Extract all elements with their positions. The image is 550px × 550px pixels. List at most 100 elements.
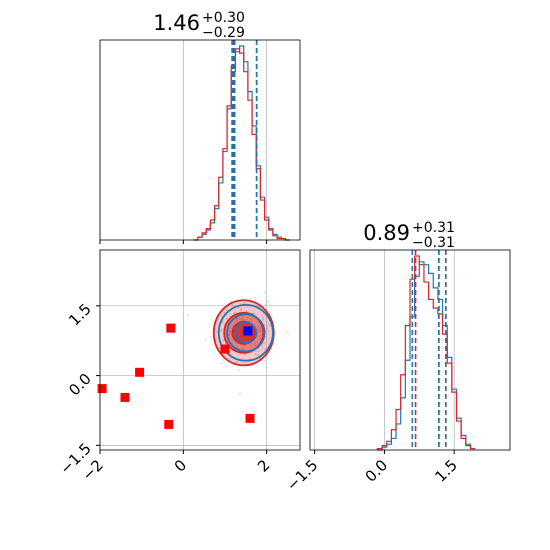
- sample-dot: [261, 344, 264, 347]
- sample-dot: [231, 303, 234, 306]
- sample-dot: [256, 341, 258, 343]
- sample-dot: [243, 344, 245, 347]
- sample-dot: [225, 318, 228, 320]
- scatter-2d-panel: −2 0 2−1.50.01.5: [56, 249, 301, 484]
- sample-dot: [253, 344, 256, 347]
- axes-frame: [309, 249, 511, 451]
- sample-dot: [258, 334, 260, 337]
- sample-dot: [235, 318, 238, 320]
- param2-title: 0.89: [363, 221, 410, 245]
- truth-point: [243, 326, 253, 336]
- sample-dot: [222, 359, 225, 361]
- sample-dot: [257, 354, 260, 356]
- extra-point: [164, 419, 174, 429]
- param1-title: 1.46: [153, 11, 200, 35]
- sample-dot: [241, 348, 244, 350]
- sample-dot: [225, 309, 228, 311]
- sample-dot: [210, 335, 213, 338]
- extra-point: [245, 413, 255, 423]
- sample-dot: [243, 302, 246, 305]
- x-tick-label: 0: [171, 456, 190, 475]
- sample-dot: [250, 342, 253, 345]
- sample-dot: [236, 360, 239, 363]
- param2-title-upper: +0.31: [412, 220, 455, 236]
- contour-a: [217, 303, 274, 362]
- x-tick-label: 2: [254, 456, 273, 475]
- x-tick-label: −1.5: [283, 456, 321, 494]
- sample-dot: [240, 309, 243, 312]
- sample-dot: [239, 392, 241, 395]
- extra-point: [120, 392, 130, 402]
- sample-dot: [247, 317, 250, 319]
- sample-dot: [221, 304, 224, 307]
- sample-dot: [242, 315, 244, 318]
- y-tick-label: 0.0: [65, 370, 95, 400]
- sample-dot: [256, 350, 259, 353]
- sample-dot: [262, 316, 264, 319]
- sample-dot: [249, 318, 252, 321]
- sample-dot: [214, 328, 217, 331]
- sample-dot: [263, 323, 266, 326]
- sample-dot: [234, 311, 236, 314]
- sample-dot: [263, 359, 266, 362]
- sample-dot: [243, 348, 246, 351]
- sample-dot: [258, 330, 261, 333]
- sample-dot: [267, 300, 270, 303]
- sample-dot: [239, 318, 242, 321]
- sample-dot: [245, 318, 248, 321]
- sample-dot: [256, 332, 259, 335]
- histogram-series-b: [193, 48, 290, 241]
- sample-dot: [244, 353, 247, 356]
- sample-dot: [262, 318, 265, 321]
- sample-dot: [252, 312, 255, 314]
- sample-dot: [257, 347, 260, 350]
- sample-dot: [251, 320, 253, 323]
- sample-dot: [229, 333, 232, 336]
- sample-dot: [220, 314, 223, 317]
- sample-dot: [254, 323, 256, 325]
- sample-dot: [232, 312, 235, 315]
- sample-dot: [259, 337, 261, 340]
- sample-dot: [221, 362, 223, 365]
- y-tick-label: 1.5: [65, 300, 95, 330]
- sample-dot: [254, 350, 257, 352]
- param1-title-lower: −0.29: [202, 25, 245, 41]
- extra-point: [97, 384, 107, 394]
- sample-dot: [235, 346, 238, 349]
- sample-dot: [223, 311, 226, 314]
- histogram-series-b: [376, 255, 476, 450]
- param2-title-lower: −0.31: [412, 235, 455, 251]
- sample-dot: [249, 346, 252, 349]
- sample-dot: [287, 331, 289, 334]
- extra-point: [135, 367, 145, 377]
- sample-dot: [254, 353, 257, 355]
- sample-dot: [250, 297, 253, 300]
- sample-dot: [268, 323, 270, 326]
- sample-dot: [221, 321, 224, 324]
- sample-dot: [258, 328, 261, 331]
- sample-dot: [255, 354, 258, 357]
- sample-dot: [264, 348, 267, 351]
- histogram-param2-panel: −1.5 0.0 1.5: [283, 249, 511, 495]
- sample-dot: [258, 327, 261, 330]
- sample-dot: [220, 329, 222, 332]
- sample-dot: [236, 319, 239, 322]
- contour-a: [234, 321, 258, 344]
- sample-dot: [240, 307, 243, 310]
- sample-dot: [269, 324, 272, 327]
- sample-dot: [267, 329, 270, 332]
- sample-dot: [229, 331, 232, 333]
- sample-dot: [263, 342, 266, 344]
- x-tick-label: 0.0: [362, 456, 392, 486]
- sample-dot: [254, 343, 257, 346]
- extra-point: [166, 323, 176, 333]
- sample-dot: [264, 303, 267, 306]
- sample-dot: [238, 369, 241, 371]
- sample-dot: [204, 338, 207, 341]
- axes-frame: [99, 39, 301, 241]
- sample-dot: [215, 322, 218, 325]
- param1-title-upper: +0.30: [202, 10, 245, 26]
- x-tick-label: 1.5: [431, 456, 461, 486]
- sample-dot: [263, 291, 266, 294]
